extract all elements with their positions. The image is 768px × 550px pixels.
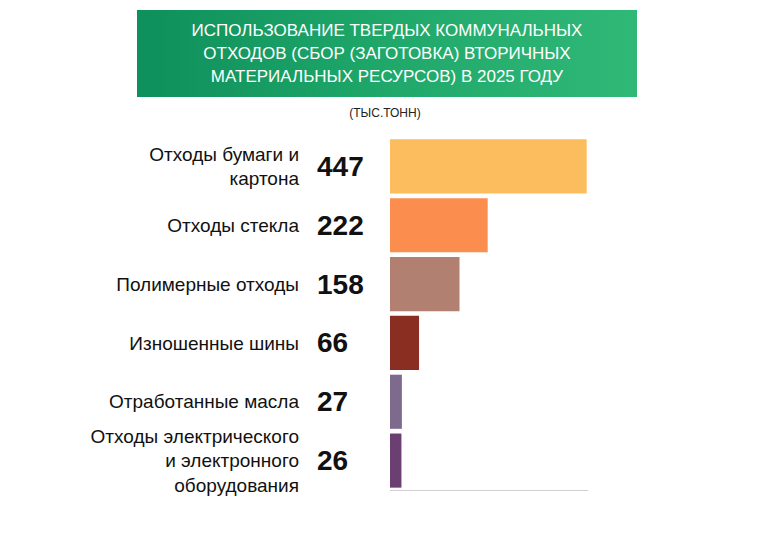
html-text:(ТЫС.ТОНН): (ТЫС.ТОНН) (349, 106, 421, 120)
svg-text:Полимерные отходы: Полимерные отходы (116, 274, 299, 295)
svg-text:Отходы электрическогои электро: Отходы электрическогои электронногообору… (91, 426, 299, 496)
html-text:ИСПОЛЬЗОВАНИЕ ТВЕРДЫХ КОММУНАЛ: ИСПОЛЬЗОВАНИЕ ТВЕРДЫХ КОММУНАЛЬНЫХ ОТХОД… (191, 21, 583, 86)
svg-text:158: 158 (317, 269, 364, 300)
svg-text:Отходы стекла: Отходы стекла (167, 215, 299, 236)
svg-text:Отходы бумаги икартона: Отходы бумаги икартона (149, 144, 299, 190)
svg-text:Отработанные масла: Отработанные масла (109, 391, 299, 412)
svg-text:26: 26 (317, 445, 348, 476)
svg-text:27: 27 (317, 386, 348, 417)
svg-text:66: 66 (317, 327, 348, 358)
svg-text:447: 447 (317, 151, 364, 182)
svg-text:222: 222 (317, 210, 364, 241)
svg-text:Изношенные шины: Изношенные шины (129, 333, 299, 354)
